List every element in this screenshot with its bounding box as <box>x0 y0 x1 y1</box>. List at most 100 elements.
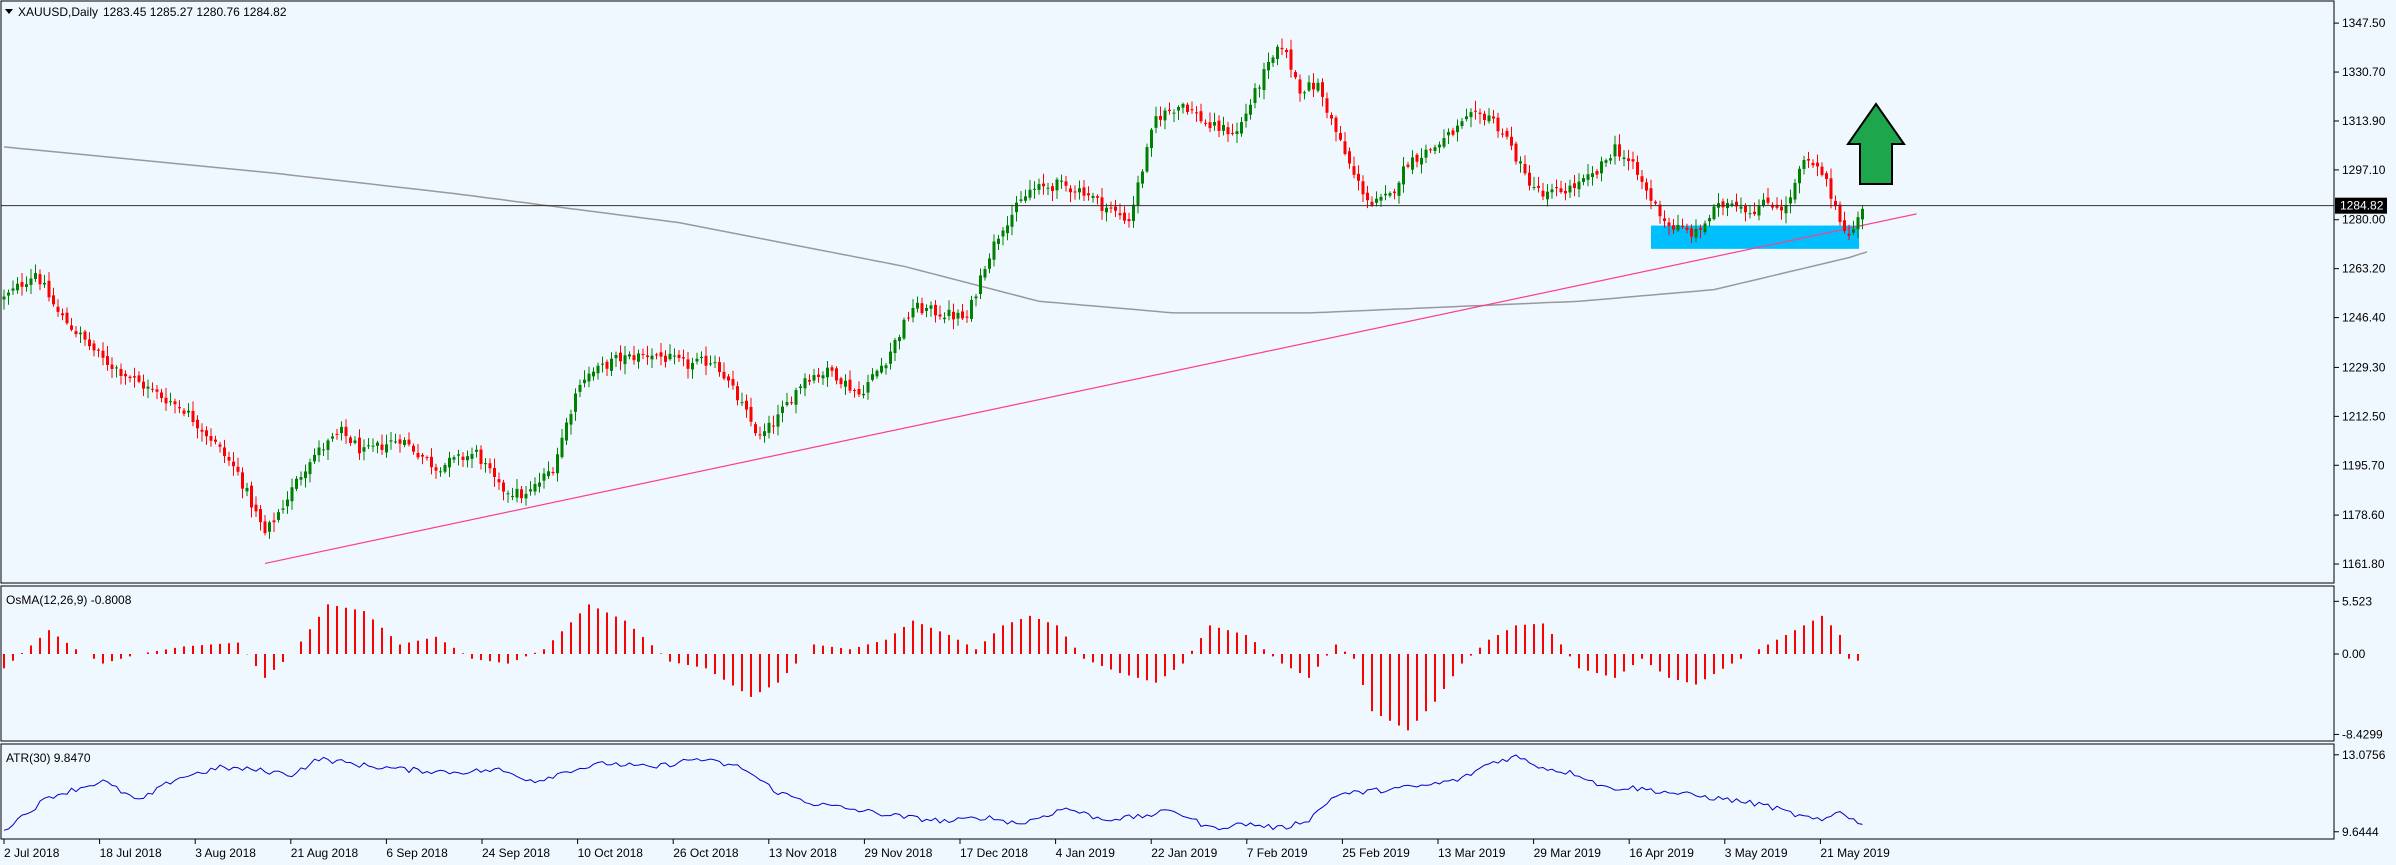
candle-up <box>1420 157 1423 165</box>
candle-up <box>992 241 996 260</box>
candle-down <box>1289 49 1293 70</box>
candle-up <box>475 449 478 452</box>
candle-up <box>1388 193 1392 196</box>
candle-up <box>1132 204 1135 222</box>
candle-down <box>421 454 424 457</box>
candle-down <box>214 439 217 442</box>
candle-down <box>425 457 429 459</box>
candle-up <box>43 282 46 285</box>
candle-down <box>1451 130 1455 135</box>
candle-up <box>1253 88 1257 104</box>
current-price-label: 1284.82 <box>2340 199 2384 213</box>
candle-down <box>1523 163 1527 174</box>
candle-down <box>646 355 649 358</box>
chart-menu-triangle-icon[interactable] <box>5 9 13 14</box>
candle-down <box>1766 197 1770 203</box>
candle-up <box>1001 230 1005 237</box>
candle-up <box>610 358 613 371</box>
candle-up <box>988 258 991 269</box>
price-scale-label: 1297.10 <box>2342 163 2386 177</box>
date-label: 3 May 2019 <box>1725 846 1788 860</box>
candle-down <box>493 467 496 477</box>
candle-up <box>862 393 865 396</box>
candle-down <box>1829 178 1833 199</box>
candle-up <box>515 488 519 498</box>
osma-scale-label: 0.00 <box>2342 647 2366 661</box>
candle-up <box>286 499 289 507</box>
candle-up <box>281 508 285 510</box>
candle-down <box>1690 228 1693 237</box>
candle-up <box>1456 125 1459 133</box>
date-label: 25 Feb 2019 <box>1342 846 1410 860</box>
candle-down <box>1114 206 1117 211</box>
candle-up <box>1519 161 1522 164</box>
candle-up <box>1550 189 1554 193</box>
candle-up <box>1276 46 1279 60</box>
candle-down <box>1087 193 1090 196</box>
candle-down <box>731 379 735 386</box>
candle-up <box>574 393 577 412</box>
candle-up <box>1676 224 1680 231</box>
candle-up <box>1267 61 1270 71</box>
candle-up <box>1748 213 1752 215</box>
candle-up <box>1078 188 1081 193</box>
candle-up <box>452 457 456 460</box>
candle-down <box>1555 187 1558 189</box>
candle-up <box>1379 196 1383 201</box>
candle-down <box>1658 204 1662 217</box>
date-label: 4 Jan 2019 <box>1056 846 1116 860</box>
candle-down <box>1190 109 1194 111</box>
candle-up <box>1303 92 1306 94</box>
candle-up <box>506 493 510 495</box>
candle-up <box>1307 82 1311 91</box>
candle-down <box>1645 182 1648 191</box>
candle-down <box>1118 213 1122 216</box>
candle-up <box>1024 196 1027 201</box>
candle-down <box>124 373 127 377</box>
candle-down <box>655 354 658 356</box>
date-label: 29 Nov 2018 <box>864 846 932 860</box>
candle-down <box>151 388 154 390</box>
candle-down <box>632 355 636 361</box>
candle-down <box>1564 190 1567 194</box>
candle-up <box>1244 113 1248 122</box>
candle-up <box>29 278 33 285</box>
candle-down <box>1393 191 1396 194</box>
candle-up <box>884 365 888 369</box>
candle-up <box>1442 138 1446 147</box>
candle-down <box>1636 162 1639 175</box>
candle-down <box>1505 130 1509 137</box>
candle-up <box>740 402 744 404</box>
candle-up <box>457 454 460 456</box>
candle-up <box>583 379 586 384</box>
candle-down <box>961 311 964 319</box>
candle-up <box>340 426 343 434</box>
candle-up <box>385 444 388 453</box>
candle-up <box>1037 184 1041 190</box>
candle-up <box>394 441 397 443</box>
candle-down <box>1321 82 1324 97</box>
candle-up <box>1532 187 1536 189</box>
candle-up <box>1586 174 1590 180</box>
candle-up <box>1469 112 1473 118</box>
candle-down <box>70 325 73 330</box>
candle-down <box>1370 201 1374 206</box>
date-label: 7 Feb 2019 <box>1247 846 1308 860</box>
candle-down <box>727 376 730 381</box>
candle-up <box>970 299 973 319</box>
candle-down <box>142 381 145 389</box>
candle-down <box>412 445 415 452</box>
candle-up <box>569 414 573 425</box>
candle-down <box>259 509 262 523</box>
candle-down <box>56 306 60 312</box>
candle-up <box>983 268 987 278</box>
candle-up <box>1105 207 1108 213</box>
candle-down <box>1168 109 1171 112</box>
candle-down <box>1109 207 1113 209</box>
candle-up <box>1447 132 1450 136</box>
candle-down <box>1541 190 1545 197</box>
candle-down <box>1294 72 1297 78</box>
candle-up <box>556 454 559 474</box>
